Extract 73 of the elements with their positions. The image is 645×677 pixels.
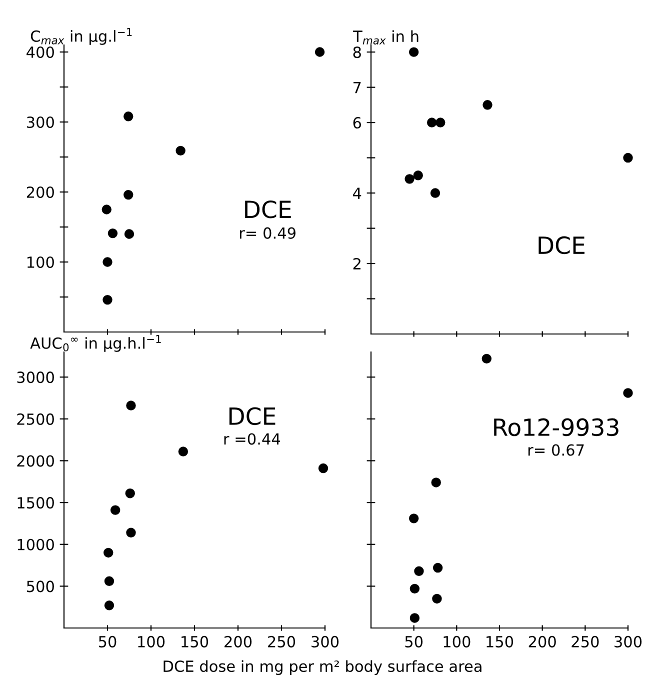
point (413, 170, 423, 180)
y-tick-label: 2500 (17, 413, 54, 425)
x-tick-label: 100 (138, 636, 165, 648)
y-tick-label: 500 (26, 580, 54, 592)
point (125, 488, 135, 498)
x-axis-title: DCE dose in mg per m² body surface area (164, 660, 482, 675)
x-tick-label: 300 (614, 636, 642, 648)
point (102, 257, 112, 267)
point (432, 594, 442, 604)
point (108, 228, 118, 238)
point (408, 514, 419, 524)
y-tick-label: 7 (354, 82, 361, 94)
y-tick-label: 300 (26, 116, 54, 128)
annotation: DCE (245, 200, 291, 218)
point (104, 576, 114, 586)
point (124, 229, 134, 239)
point (178, 446, 188, 456)
x-tick-label: 250 (572, 636, 599, 648)
y-tick-label: 8 (353, 46, 361, 58)
point (102, 294, 112, 305)
point (623, 152, 633, 163)
annotation: DCE (229, 407, 276, 426)
point (314, 47, 325, 57)
y-tick-label: 400 (26, 46, 54, 58)
y-tick-label: 100 (27, 256, 54, 268)
point (104, 600, 114, 610)
point (410, 584, 420, 594)
point (410, 613, 420, 623)
annotation: r =0.44 (224, 433, 280, 445)
y-axis-title: C$_{max}$ in µg.l$^{−1}$ (30, 28, 132, 45)
point (404, 174, 414, 184)
x-tick-label: 250 (268, 636, 296, 648)
point (176, 146, 186, 156)
point (124, 112, 134, 122)
point (482, 354, 492, 364)
annotation: r= 0.67 (528, 444, 584, 456)
y-tick-label: 4 (353, 188, 362, 199)
y-tick-label: 200 (26, 186, 54, 198)
point (414, 566, 424, 576)
point (126, 528, 136, 538)
point (436, 118, 446, 128)
x-tick-label: 100 (444, 636, 470, 648)
y-tick-label: 2000 (17, 455, 54, 467)
point (431, 478, 441, 488)
x-tick-label: 150 (486, 636, 514, 648)
annotation: r= 0.49 (240, 227, 296, 239)
x-tick-label: 150 (182, 636, 208, 648)
point (318, 463, 328, 474)
y-tick-label: 1000 (18, 538, 54, 550)
point (102, 204, 112, 214)
point (432, 562, 443, 573)
point (110, 505, 120, 515)
x-tick-label: 200 (528, 636, 556, 648)
point (126, 400, 136, 410)
point (408, 47, 419, 57)
point (124, 190, 134, 200)
y-tick-label: 2 (353, 258, 360, 270)
annotation: Ro12-9933 (494, 418, 618, 436)
x-tick-label: 50 (405, 636, 423, 648)
y-axis-title: T$_{max}$ in h (352, 30, 418, 44)
y-axis-title: AUC$_{0}$$^{∞}$ in µg.h.l$^{−1}$ (30, 335, 161, 352)
x-tick-label: 200 (224, 636, 252, 648)
y-tick-label: 1500 (18, 497, 54, 509)
x-tick-label: 50 (98, 636, 116, 648)
x-tick-label: 300 (312, 636, 339, 648)
point (482, 100, 492, 110)
y-tick-label: 6 (353, 117, 362, 129)
point (623, 388, 633, 398)
point (104, 548, 114, 558)
annotation: DCE (538, 236, 584, 254)
point (426, 118, 437, 128)
y-tick-label: 3000 (17, 372, 54, 384)
point (430, 188, 440, 198)
